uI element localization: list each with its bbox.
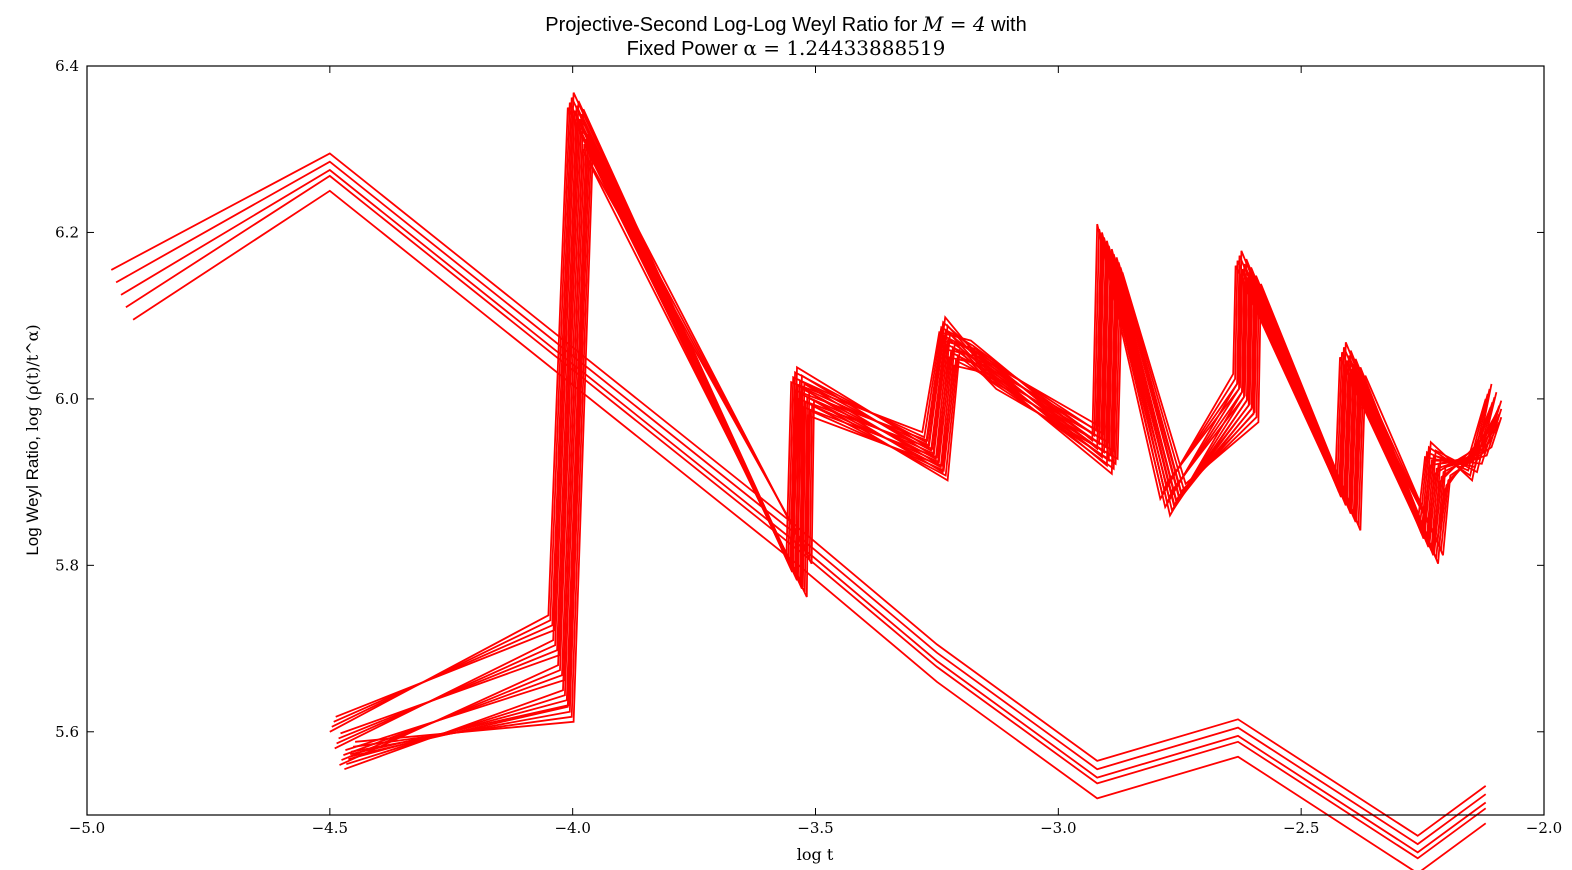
title-line1-tail: with <box>990 14 1027 36</box>
series-line-a-2 <box>120 168 1487 854</box>
title-math-alpha: α = 1.24433888519 <box>743 36 945 60</box>
x-tick-label: −4.0 <box>554 819 590 837</box>
series-line-a-1 <box>115 160 1487 846</box>
y-axis-label-text: Log Weyl Ratio, <box>23 436 42 556</box>
y-tick-label: 6.0 <box>55 390 79 408</box>
svg-text:Log Weyl Ratio, log (ρ(t: Log Weyl Ratio, log (ρ(t)/t^α) <box>23 324 42 555</box>
x-tick-label: −2.5 <box>1283 819 1319 837</box>
plot-frame <box>86 65 1545 816</box>
x-axis-label: log t <box>797 845 834 864</box>
plot-area: −5.0 −4.5 −4.0 −3.5 −3.0 −2.5 −2.0 5.6 5.8 6.0 6.… <box>55 57 1562 870</box>
svg-text:Projective-Second Log-Log Weyl: Projective-Second Log-Log Weyl Ratio for… <box>545 12 1026 36</box>
title-line1: Projective-Second Log-Log Weyl Ratio for <box>545 14 917 36</box>
series-line-a-3 <box>125 174 1487 860</box>
series-line-b-4-3 <box>355 139 1503 743</box>
y-axis-ticks: 5.6 5.8 6.0 6.2 6.4 <box>55 57 1544 741</box>
x-tick-label: −4.5 <box>312 819 348 837</box>
chart-title: Projective-Second Log-Log Weyl Ratio for… <box>545 12 1026 60</box>
series-line-b-0-3 <box>335 92 1493 718</box>
svg-text:Fixed Power α = 1.244338: Fixed Power α = 1.24433888519 <box>627 36 946 60</box>
series-layer <box>110 92 1503 870</box>
y-tick-label: 5.6 <box>55 723 79 741</box>
x-tick-label: −3.0 <box>1040 819 1076 837</box>
series-line-b-0-2 <box>333 97 1491 723</box>
x-tick-label: −5.0 <box>69 819 105 837</box>
y-axis-label: Log Weyl Ratio, log (ρ(t)/t^α) <box>23 324 42 555</box>
series-line-a-0 <box>110 152 1487 837</box>
y-tick-label: 6.4 <box>55 57 79 75</box>
y-tick-label: 6.2 <box>55 223 79 241</box>
y-tick-label: 5.8 <box>55 556 79 574</box>
title-line2: Fixed Power <box>627 38 738 60</box>
x-tick-label: −2.0 <box>1526 819 1562 837</box>
series-line-a-4 <box>132 189 1487 870</box>
title-math-m: M = 4 <box>922 12 986 36</box>
y-axis-label-math: log (ρ(t)/t^α) <box>23 324 42 431</box>
x-axis-ticks: −5.0 −4.5 −4.0 −3.5 −3.0 −2.5 −2.0 <box>69 66 1562 837</box>
x-tick-label: −3.5 <box>797 819 833 837</box>
